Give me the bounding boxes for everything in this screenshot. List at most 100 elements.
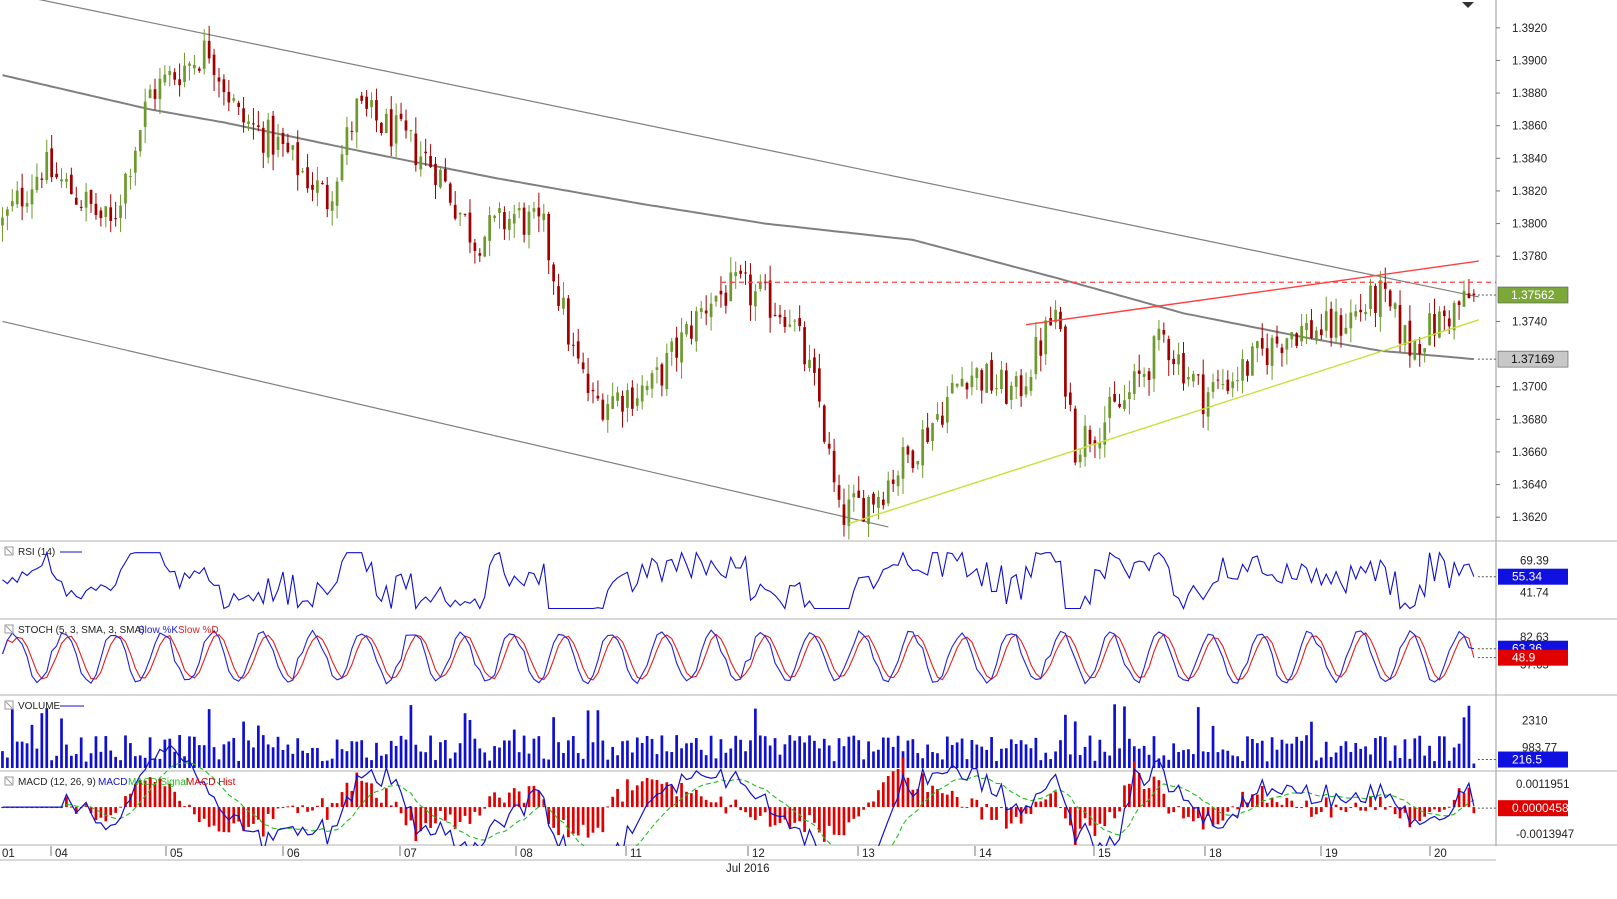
volume-bar [79, 737, 83, 768]
rsi-tick-label: 69.39 [1520, 555, 1549, 567]
volume-bar [1182, 750, 1185, 768]
candle-body [857, 490, 861, 498]
macd-hist-bar [1393, 807, 1397, 815]
candle [301, 167, 304, 174]
volume-bar [970, 740, 974, 768]
macd-hist-bar [586, 807, 590, 838]
macd-hist-bar [562, 807, 565, 821]
candle [754, 284, 757, 321]
macd-hist-bar [1467, 787, 1471, 808]
candle-body [345, 127, 349, 155]
macd-line-legend: MACD [98, 777, 127, 788]
candle [325, 177, 329, 218]
candle [822, 404, 826, 444]
macd-hist-bar [517, 791, 521, 808]
candle [576, 328, 580, 364]
volume-bar [311, 747, 314, 768]
candle-body [1246, 361, 1249, 376]
candle-body [375, 100, 378, 121]
volume-bar [1280, 739, 1284, 768]
candle-body [1073, 408, 1077, 463]
candle-body [193, 64, 196, 69]
macd-hist-bar [94, 807, 98, 821]
macd-hist-bar [1275, 802, 1279, 808]
macd-hist-bar [773, 807, 777, 826]
volume-current-badge [1498, 751, 1568, 768]
candle-body [237, 102, 241, 107]
candle [444, 158, 447, 183]
volume-bar [1393, 745, 1397, 768]
candle [1147, 367, 1151, 396]
macd-hist-bar [670, 785, 674, 808]
macd-hist-bar [1142, 788, 1146, 808]
rsi-current-label: 55.34 [1512, 570, 1542, 584]
volume-bar [1310, 721, 1313, 768]
support-trendline [848, 319, 1479, 525]
candle-body [542, 213, 546, 221]
macd-hist-bar [906, 777, 910, 808]
candle [434, 156, 437, 200]
macd-hist-bar [311, 807, 314, 811]
volume-bar [1255, 743, 1259, 768]
candle-body [1152, 336, 1156, 379]
candle [1206, 386, 1210, 431]
volume-bar [847, 736, 851, 768]
macd-hist-bar [557, 807, 560, 836]
candle [694, 306, 698, 352]
volume-bar [1241, 760, 1244, 768]
candle [867, 495, 870, 538]
macd-hist-bar [675, 796, 678, 808]
volume-bar [188, 736, 191, 768]
candle [926, 412, 929, 444]
volume-bar [222, 744, 226, 768]
volume-bar [197, 745, 201, 768]
candle-body [1014, 376, 1018, 387]
candle [227, 80, 231, 112]
candle-body [444, 169, 447, 182]
candle-body [286, 142, 290, 153]
stoch-k-line [1, 629, 1475, 685]
volume-bar [1024, 744, 1028, 768]
candle-body [522, 207, 526, 235]
volume-bar [773, 738, 777, 768]
volume-bar [941, 759, 944, 768]
candle [1029, 369, 1033, 396]
volume-bar [931, 752, 934, 768]
candle-body [483, 236, 487, 257]
candle-body [380, 122, 383, 134]
candle [916, 460, 920, 470]
candle-body [1305, 322, 1308, 331]
macd-hist-bar [301, 805, 304, 808]
candle-body [370, 100, 373, 108]
candle-body [916, 461, 920, 465]
volume-bar [1275, 749, 1279, 768]
candle [1295, 332, 1299, 349]
candle [1374, 283, 1377, 328]
price-tick-label: 1.3820 [1512, 186, 1547, 198]
macd-hist-bar [571, 807, 575, 834]
volume-bar [99, 751, 103, 768]
candle-body [754, 291, 757, 307]
macd-hist-bar [980, 807, 984, 820]
candle-body [1221, 384, 1225, 386]
candle-body [79, 206, 83, 208]
candle-body [468, 212, 472, 243]
candle-body [1024, 386, 1028, 395]
candle-body [365, 96, 368, 109]
volume-bar [247, 740, 250, 768]
candle-body [271, 115, 275, 155]
macd-hist-bar [1359, 807, 1363, 811]
volume-bar [1147, 754, 1151, 768]
volume-bar [325, 760, 329, 768]
macd-hist-bar [325, 807, 329, 820]
price-axis: 1.3920 1.3900 1.3880 1.3860 1.3840 1.3820 1.38… [1496, 23, 1547, 524]
volume-bar [562, 752, 565, 768]
candle-body [512, 214, 516, 224]
macd-hist-bar [286, 806, 290, 808]
candle [527, 205, 531, 249]
candle [1452, 300, 1456, 340]
chevron-down-icon [1462, 2, 1474, 8]
pane-close-icon [4, 546, 14, 556]
volume-bar [1300, 740, 1303, 768]
